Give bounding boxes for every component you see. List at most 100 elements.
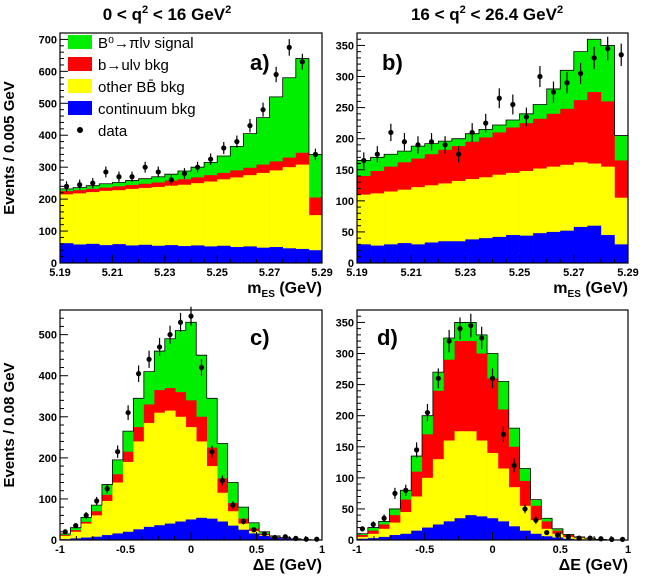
continuum-bar	[465, 239, 480, 263]
x-tick-label: 5.25	[206, 267, 227, 279]
continuum-bar	[217, 245, 231, 263]
data-point	[428, 139, 435, 145]
data-point	[94, 498, 100, 504]
data-point	[219, 477, 226, 484]
continuum-bar	[86, 243, 100, 263]
col-title-left: 0 < q2 < 16 GeV2	[103, 4, 232, 24]
otherbb-bar	[101, 500, 113, 540]
continuum-bar	[101, 535, 113, 540]
y-tick-label: 150	[336, 165, 354, 177]
otherbb-bar	[196, 441, 208, 540]
data-point	[299, 59, 305, 65]
data-point	[415, 142, 421, 148]
x-tick-label: 5.29	[617, 267, 638, 279]
otherbb-bar	[138, 187, 152, 263]
otherbb-bar	[164, 410, 176, 540]
continuum-bar	[478, 238, 493, 263]
y-tick-label: 200	[336, 134, 354, 146]
continuum-bar	[587, 225, 602, 263]
data-point	[209, 449, 215, 455]
otherbb-bar	[151, 186, 166, 263]
data-point	[261, 531, 267, 537]
continuum-bar	[269, 247, 283, 263]
continuum-bar	[573, 226, 588, 263]
data-point	[479, 335, 485, 341]
continuum-bar	[70, 538, 82, 540]
col-title-right: 16 < q2 < 26.4 GeV2	[411, 4, 563, 24]
x-tick-label: 5.27	[259, 267, 280, 279]
data-point	[577, 70, 584, 77]
data-point	[156, 344, 163, 350]
data-point	[90, 180, 96, 186]
data-point	[442, 142, 448, 148]
continuum-bar	[519, 235, 534, 263]
panel-label: a)	[250, 50, 270, 75]
continuum-bar	[411, 530, 423, 540]
data-point	[125, 410, 131, 416]
data-point	[388, 129, 394, 136]
otherbb-bar	[143, 422, 155, 540]
continuum-bar	[154, 525, 166, 540]
otherbb-bar	[411, 187, 426, 263]
x-tick-label: -0.5	[415, 544, 434, 556]
y-tick-label: 200	[39, 453, 57, 465]
y-tick-label: 100	[39, 494, 57, 506]
otherbb-bar	[164, 185, 179, 263]
x-tick-label: -1	[352, 544, 362, 556]
otherbb-bar	[295, 164, 310, 263]
data-point	[188, 313, 194, 319]
legend-swatch-continuum	[68, 101, 92, 115]
otherbb-bar	[389, 522, 401, 540]
continuum-bar	[99, 245, 113, 263]
data-point	[136, 371, 142, 377]
continuum-bar	[533, 233, 547, 263]
y-tick-label: 400	[39, 130, 57, 142]
data-point	[234, 139, 240, 145]
data-point	[609, 536, 615, 542]
continuum-bar	[384, 244, 398, 263]
continuum-bar	[308, 250, 323, 263]
data-point	[522, 506, 528, 512]
otherbb-bar	[177, 184, 192, 263]
data-point	[198, 364, 205, 371]
y-tick-label: 300	[336, 72, 354, 84]
data-point	[370, 521, 376, 528]
y-tick-label: 200	[336, 411, 354, 423]
x-tick-label: 1	[625, 544, 631, 556]
y-tick-label: 100	[39, 226, 57, 238]
y-tick-label: 50	[342, 227, 354, 239]
otherbb-bar	[519, 505, 531, 540]
continuum-bar	[191, 245, 205, 263]
continuum-bar	[217, 521, 228, 540]
data-point	[247, 123, 253, 129]
histogram-outline	[59, 58, 323, 263]
continuum-bar	[378, 536, 390, 540]
x-tick-label: 5.29	[311, 267, 332, 279]
otherbb-bar	[378, 528, 390, 540]
continuum-bar	[112, 244, 126, 263]
data-point	[381, 515, 387, 521]
continuum-bar	[506, 235, 520, 263]
otherbb-bar	[191, 183, 205, 263]
histogram-outline	[356, 38, 629, 263]
otherbb-bar	[185, 427, 197, 540]
x-tick-label: 0	[489, 544, 495, 556]
x-tick-label: 5.23	[154, 267, 175, 279]
data-point	[489, 375, 496, 381]
continuum-bar	[204, 246, 218, 263]
panel-d: 0 50 100 150 200 250 300 350 -1 -0.5 0 0.5 1ΔE (GeV)…	[336, 309, 631, 574]
y-tick-label: 350	[336, 317, 354, 329]
y-tick-label: 250	[336, 380, 354, 392]
continuum-bar	[370, 245, 385, 263]
y-tick-label: 200	[39, 194, 57, 206]
otherbb-bar	[204, 181, 218, 263]
y-axis-label: Events / 0.005 GeV	[1, 81, 18, 214]
y-tick-label: 100	[336, 473, 354, 485]
data-point	[523, 114, 529, 120]
x-tick-label: 1	[319, 544, 325, 556]
data-point	[500, 431, 506, 437]
legend-label-bulnu: b→ulν bkg	[98, 57, 169, 74]
continuum-bar	[164, 523, 176, 540]
data-point	[116, 174, 122, 180]
